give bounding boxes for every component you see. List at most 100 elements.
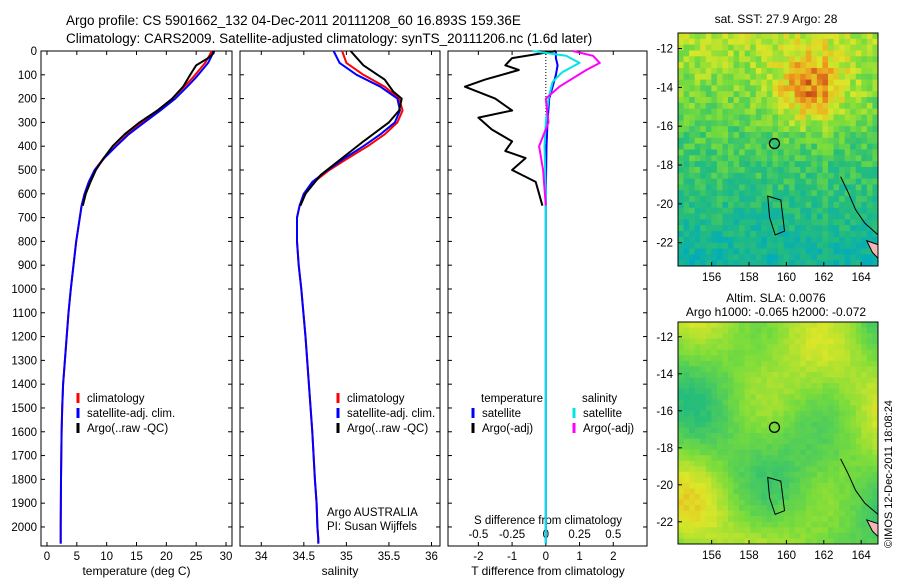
map-cell xyxy=(700,410,707,417)
map-cell xyxy=(694,405,701,412)
map-cell xyxy=(694,114,701,121)
map-cell xyxy=(800,394,807,401)
map-cell xyxy=(744,56,751,63)
map-cell xyxy=(683,421,690,428)
map-cell xyxy=(705,50,712,57)
map-cell xyxy=(794,196,801,203)
map-cell xyxy=(728,196,735,203)
map-cell xyxy=(861,236,868,244)
map-cell xyxy=(722,482,729,489)
map-cell xyxy=(861,97,868,104)
map-cell xyxy=(855,126,862,133)
map-cell xyxy=(850,516,857,523)
map-cell xyxy=(689,344,696,351)
depth-tick-label: 1500 xyxy=(11,403,37,415)
map-cell xyxy=(722,56,729,63)
map-cell xyxy=(850,388,857,395)
map-cell xyxy=(822,201,829,209)
map-cell xyxy=(828,333,835,340)
map-cell xyxy=(822,444,829,451)
map-y-tick-label: -16 xyxy=(656,121,673,133)
map-cell xyxy=(744,327,751,334)
map-cell xyxy=(844,225,851,232)
map-cell xyxy=(778,91,785,98)
map-cell xyxy=(861,444,868,451)
map-cell xyxy=(789,108,796,116)
map-cell xyxy=(789,120,796,127)
map-cell xyxy=(833,79,840,86)
map-cell xyxy=(722,499,729,506)
map-cell xyxy=(750,433,757,440)
map-cell xyxy=(744,349,751,356)
map-cell xyxy=(872,360,879,367)
map-cell xyxy=(816,79,823,86)
map-cell xyxy=(794,438,801,445)
map-cell xyxy=(766,178,773,185)
map-cell xyxy=(811,161,818,168)
map-cell xyxy=(750,516,757,523)
depth-tick-label: 1800 xyxy=(11,474,37,486)
map-cell xyxy=(694,50,701,57)
map-cell xyxy=(750,190,757,197)
map-cell xyxy=(766,460,773,467)
map-cell xyxy=(850,132,857,139)
map-cell xyxy=(694,172,701,180)
map-cell xyxy=(866,201,873,209)
map-cell xyxy=(744,405,751,412)
map-cell xyxy=(850,510,857,517)
map-cell xyxy=(716,327,723,334)
map-cell xyxy=(850,416,857,423)
map-cell xyxy=(755,366,762,373)
map-cell xyxy=(805,102,812,110)
map-cell xyxy=(805,427,812,434)
map-cell xyxy=(789,67,796,75)
map-cell xyxy=(844,38,851,46)
map-cell xyxy=(816,190,823,197)
map-cell xyxy=(716,399,723,406)
s-tick-label: -0.25 xyxy=(499,529,525,541)
map-cell xyxy=(828,201,835,209)
map-cell xyxy=(855,416,862,423)
map-cell xyxy=(850,499,857,506)
map-cell xyxy=(744,444,751,451)
map-cell xyxy=(766,260,773,267)
operator-annotation: Argo AUSTRALIA xyxy=(327,507,418,519)
map-cell xyxy=(733,213,740,220)
map-cell xyxy=(700,427,707,434)
map-cell xyxy=(716,444,723,451)
map-cell xyxy=(733,521,740,528)
map-cell xyxy=(683,482,690,489)
map-cell xyxy=(850,349,857,356)
map-cell xyxy=(855,377,862,384)
map-cell xyxy=(828,377,835,384)
map-cell xyxy=(800,327,807,334)
map-cell xyxy=(872,178,879,185)
map-cell xyxy=(733,166,740,174)
map-cell xyxy=(855,383,862,390)
map-cell xyxy=(755,455,762,462)
map-cell xyxy=(728,225,735,232)
map-cell xyxy=(700,91,707,98)
map-cell xyxy=(744,449,751,456)
map-cell xyxy=(789,433,796,440)
map-cell xyxy=(839,421,846,428)
map-cell xyxy=(733,73,740,81)
map-cell xyxy=(872,196,879,203)
depth-tick-label: 800 xyxy=(18,236,37,248)
map-cell xyxy=(816,449,823,456)
map-cell xyxy=(828,322,835,329)
map-cell xyxy=(800,149,807,156)
map-cell xyxy=(822,383,829,390)
map-cell xyxy=(833,155,840,162)
map-cell xyxy=(722,438,729,445)
map-cell xyxy=(772,388,779,395)
map-cell xyxy=(755,388,762,395)
map-cell xyxy=(739,248,746,255)
timestamp-label: ©IMOS 12-Dec-2011 18:08:24 xyxy=(883,400,895,548)
map-cell xyxy=(778,499,785,506)
map-cell xyxy=(828,505,835,512)
map-cell xyxy=(872,532,879,539)
map-cell xyxy=(705,56,712,63)
map-cell xyxy=(761,349,768,356)
map-cell xyxy=(794,120,801,127)
